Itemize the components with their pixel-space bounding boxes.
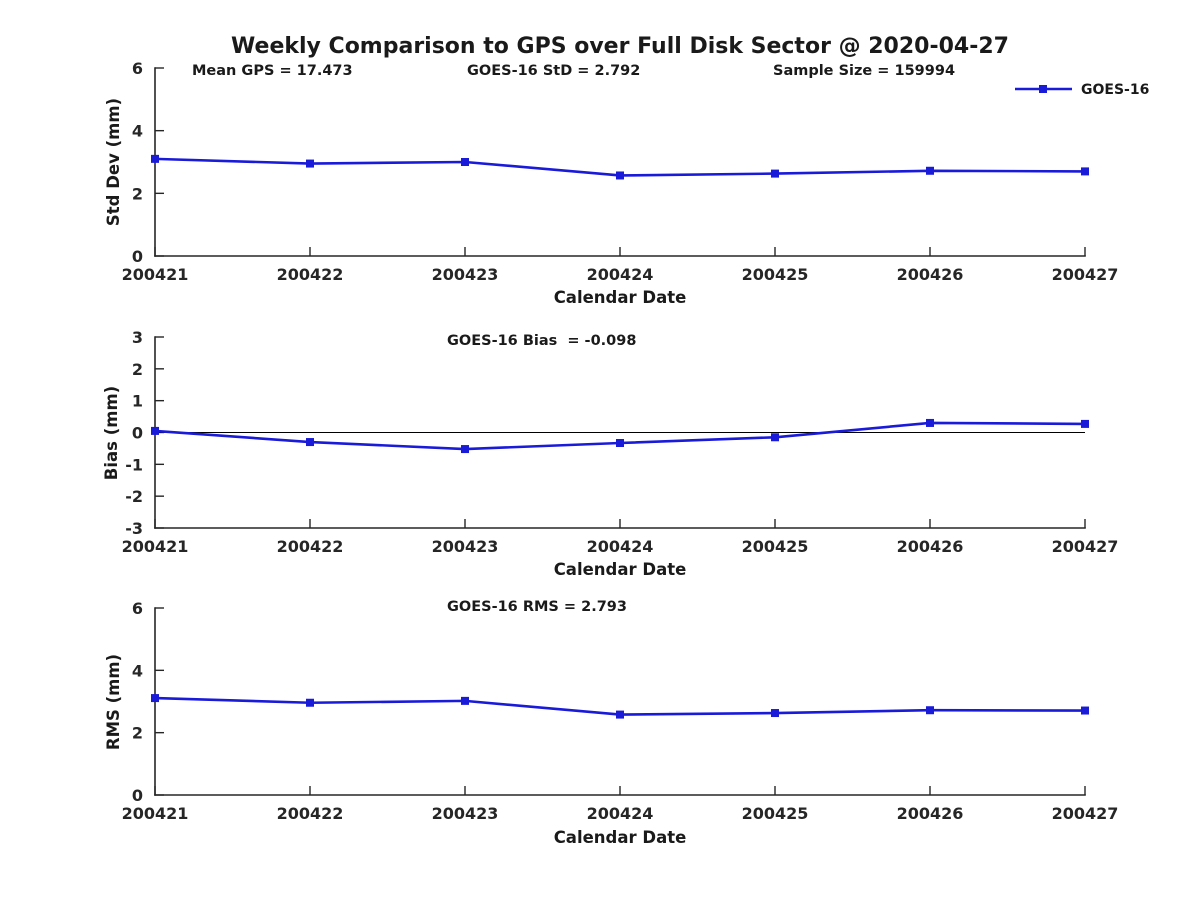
y-tick-label: 2 xyxy=(132,724,143,743)
data-point-marker xyxy=(616,439,624,448)
y-tick-label: 0 xyxy=(132,786,143,805)
y-tick-label: 6 xyxy=(132,599,143,618)
x-tick-label: 200422 xyxy=(277,537,344,556)
rms-axes: 0 2 4 6 200421 200422 200423 200424 200425 200426… xyxy=(122,599,1119,823)
annotation-goes16-std: GOES-16 StD = 2.792 xyxy=(467,63,640,79)
data-point-marker xyxy=(616,171,624,180)
x-tick-label: 200427 xyxy=(1052,804,1119,823)
x-tick-label: 200424 xyxy=(587,537,654,556)
bias-axes: -3 -2 -1 0 1 2 3 200421 200422 200423 200424 200425… xyxy=(122,328,1119,556)
bias-x-axis-label: Calendar Date xyxy=(554,560,687,579)
x-tick-label: 200421 xyxy=(122,265,189,284)
x-tick-label: 200426 xyxy=(897,537,964,556)
data-point-marker xyxy=(461,158,469,166)
x-tick-label: 200421 xyxy=(122,804,189,823)
x-tick-label: 200425 xyxy=(742,804,809,823)
x-tick-label: 200423 xyxy=(432,537,499,556)
y-tick-label: -1 xyxy=(125,455,143,474)
x-tick-label: 200422 xyxy=(277,265,344,284)
x-tick-label: 200426 xyxy=(897,804,964,823)
y-tick-label: 4 xyxy=(132,661,143,680)
y-tick-label: 2 xyxy=(132,184,143,203)
y-tick-label: 3 xyxy=(132,328,143,347)
x-tick-label: 200423 xyxy=(432,265,499,284)
annotation-goes16-rms: GOES-16 RMS = 2.793 xyxy=(447,599,627,615)
figure-title: Weekly Comparison to GPS over Full Disk … xyxy=(231,34,1009,59)
annotation-goes16-bias: GOES-16 Bias = -0.098 xyxy=(447,333,636,349)
legend-label: GOES-16 xyxy=(1081,82,1149,98)
legend: GOES-16 xyxy=(1015,82,1149,98)
x-tick-label: 200421 xyxy=(122,537,189,556)
legend-marker xyxy=(1039,85,1047,93)
stddev-axes: 0 2 4 6 200421 200422 200423 200424 200425 200426… xyxy=(122,59,1119,284)
data-point-marker xyxy=(926,418,934,427)
data-point-marker xyxy=(151,426,159,435)
bias-y-axis-label: Bias (mm) xyxy=(102,386,121,480)
rms-y-axis-label: RMS (mm) xyxy=(104,654,123,750)
annotation-mean-gps: Mean GPS = 17.473 xyxy=(192,63,353,79)
x-tick-label: 200423 xyxy=(432,804,499,823)
data-point-marker xyxy=(771,709,779,718)
subplot-stddev: Mean GPS = 17.473 GOES-16 StD = 2.792 Sa… xyxy=(104,59,1149,307)
data-point-marker xyxy=(306,438,314,447)
x-tick-label: 200427 xyxy=(1052,265,1119,284)
data-point-marker xyxy=(616,710,624,719)
y-tick-label: 1 xyxy=(132,392,143,411)
data-point-marker xyxy=(1081,419,1089,428)
x-tick-label: 200426 xyxy=(897,265,964,284)
y-tick-label: -3 xyxy=(125,519,143,538)
y-tick-label: -2 xyxy=(125,487,143,506)
data-point-marker xyxy=(926,166,934,175)
y-tick-label: 6 xyxy=(132,59,143,78)
x-tick-label: 200425 xyxy=(742,265,809,284)
x-tick-label: 200424 xyxy=(587,804,654,823)
y-tick-label: 0 xyxy=(132,247,143,266)
x-tick-label: 200422 xyxy=(277,804,344,823)
subplot-bias: GOES-16 Bias = -0.098 -3 -2 -1 0 1 2 3 200421 20… xyxy=(102,328,1118,579)
stddev-x-axis-label: Calendar Date xyxy=(554,288,687,307)
data-point-marker xyxy=(1081,706,1089,715)
data-point-marker xyxy=(1081,167,1089,176)
x-tick-label: 200425 xyxy=(742,537,809,556)
data-point-marker xyxy=(771,169,779,178)
data-point-marker xyxy=(306,698,314,707)
x-tick-label: 200427 xyxy=(1052,537,1119,556)
data-point-marker xyxy=(926,706,934,715)
data-point-marker xyxy=(306,159,314,168)
annotation-sample-size: Sample Size = 159994 xyxy=(773,63,955,79)
y-tick-label: 4 xyxy=(132,122,143,141)
data-point-marker xyxy=(151,154,159,163)
x-tick-label: 200424 xyxy=(587,265,654,284)
rms-x-axis-label: Calendar Date xyxy=(554,828,687,847)
data-point-marker xyxy=(771,433,779,442)
subplot-rms: GOES-16 RMS = 2.793 0 2 4 6 200421 200422 2004… xyxy=(104,599,1118,847)
y-tick-label: 0 xyxy=(132,424,143,443)
data-point-marker xyxy=(461,696,469,705)
data-point-marker xyxy=(461,445,469,454)
stddev-y-axis-label: Std Dev (mm) xyxy=(104,98,123,226)
data-point-marker xyxy=(151,694,159,703)
y-tick-label: 2 xyxy=(132,360,143,379)
